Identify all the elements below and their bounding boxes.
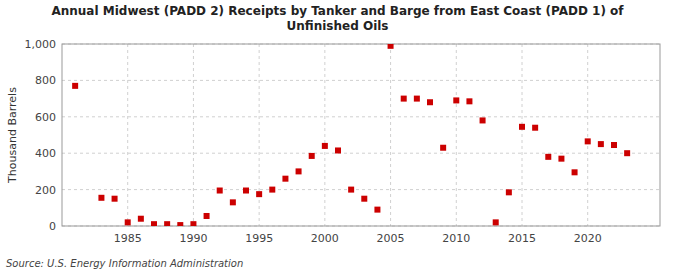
y-tick-label: 400 (35, 147, 56, 160)
y-tick-label: 200 (35, 184, 56, 197)
chart: Annual Midwest (PADD 2) Receipts by Tank… (0, 0, 675, 275)
point (204, 213, 210, 219)
x-tick-label: 2010 (442, 232, 470, 245)
point (309, 153, 315, 159)
x-grid-line (193, 44, 194, 226)
x-grid-line (259, 44, 260, 226)
y-grid-line (62, 80, 660, 81)
point (112, 196, 118, 202)
point (335, 147, 341, 153)
point (243, 188, 249, 194)
point (401, 96, 407, 102)
point (532, 125, 538, 131)
point (624, 150, 630, 156)
plot-frame (62, 44, 660, 226)
point (322, 143, 328, 149)
y-grid-line (62, 116, 660, 117)
x-grid-line (587, 44, 588, 226)
x-grid-line (390, 44, 391, 226)
point (414, 96, 420, 102)
title: Annual Midwest (PADD 2) Receipts by Tank… (51, 4, 624, 33)
point (361, 196, 367, 202)
point (138, 216, 144, 222)
point (348, 187, 354, 193)
x-tick-label: 2000 (311, 232, 339, 245)
point (282, 176, 288, 182)
point (493, 219, 499, 225)
point (177, 222, 183, 226)
point (296, 168, 302, 174)
y-tick-label: 0 (49, 220, 56, 233)
x-tick-label: 2015 (508, 232, 536, 245)
point (519, 124, 525, 130)
point (427, 99, 433, 105)
point (269, 187, 275, 193)
x-grid-line (456, 44, 457, 226)
point (388, 44, 394, 49)
point (125, 219, 131, 225)
point (230, 199, 236, 205)
point (190, 221, 196, 226)
point (98, 195, 104, 201)
point (480, 117, 486, 123)
x-tick-label: 1995 (245, 232, 273, 245)
point (164, 221, 170, 226)
x-tick-label: 1985 (114, 232, 142, 245)
y-grid-line (62, 189, 660, 190)
point (585, 138, 591, 144)
point (598, 141, 604, 147)
x-grid-line (522, 44, 523, 226)
point (466, 98, 472, 104)
x-grid-line (127, 44, 128, 226)
points (72, 44, 630, 226)
point (545, 154, 551, 160)
point (72, 83, 78, 89)
x-tick-label: 2005 (377, 232, 405, 245)
y-tick-label: 600 (35, 111, 56, 124)
y-tick-label: 1,000 (25, 38, 57, 51)
point (611, 142, 617, 148)
x-grid-line (324, 44, 325, 226)
point (453, 97, 459, 103)
point (440, 145, 446, 151)
x-tick-label: 1990 (179, 232, 207, 245)
y-grid-line (62, 153, 660, 154)
point (217, 188, 223, 194)
point (374, 207, 380, 213)
y-axis-label: Thousand Barrels (6, 87, 19, 184)
x-tick-label: 2020 (574, 232, 602, 245)
y-tick-label: 800 (35, 74, 56, 87)
point (558, 156, 564, 162)
grid (62, 44, 660, 226)
source-note: Source: U.S. Energy Information Administ… (6, 258, 243, 269)
title-line: Unfinished Oils (287, 19, 389, 33)
point (151, 221, 157, 226)
title-line: Annual Midwest (PADD 2) Receipts by Tank… (51, 4, 624, 18)
point (256, 191, 262, 197)
point (506, 189, 512, 195)
point (572, 169, 578, 175)
